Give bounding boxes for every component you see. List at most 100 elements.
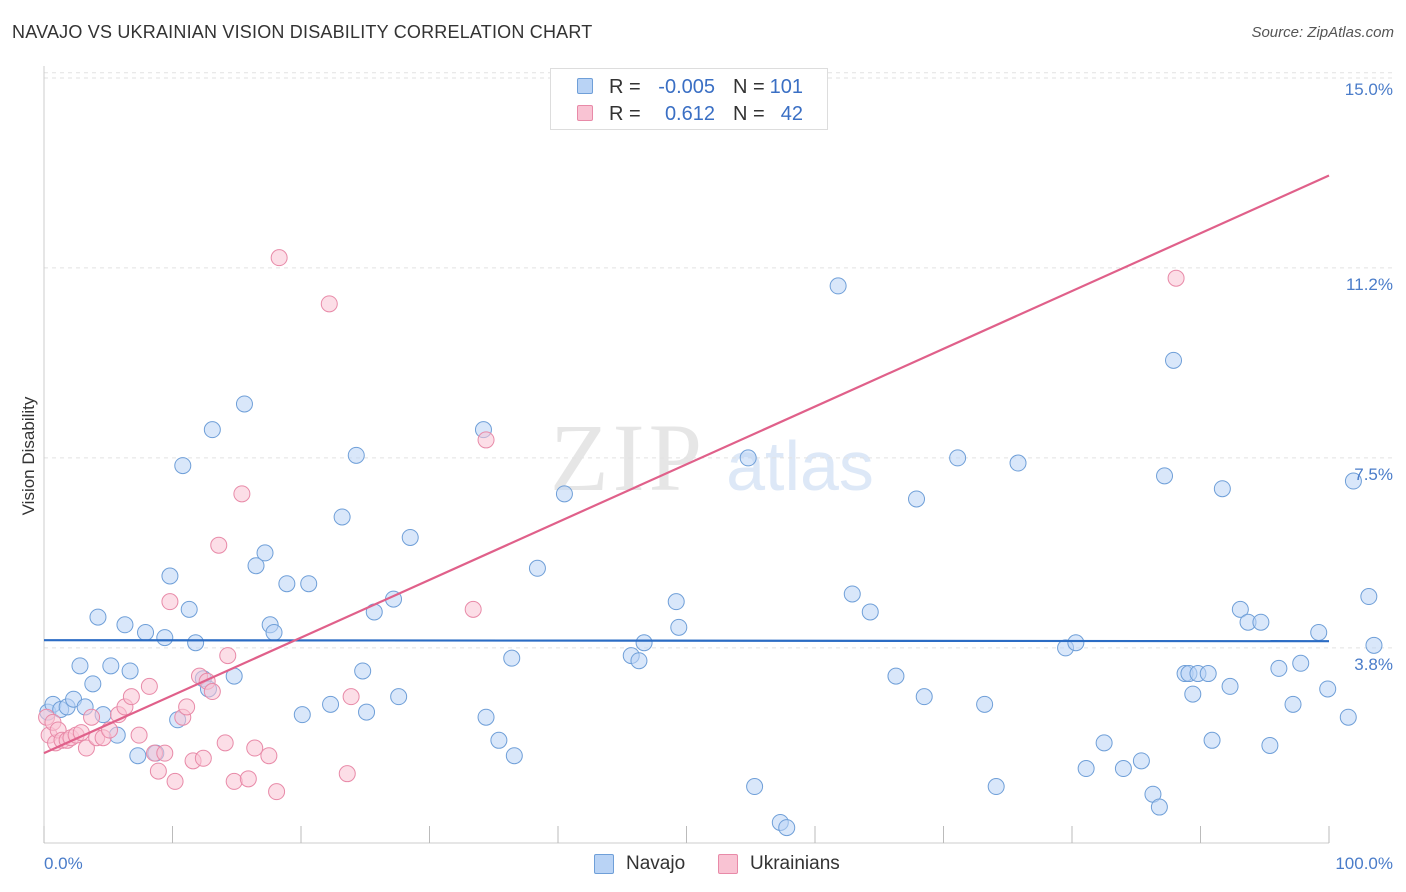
navajo-point-5 bbox=[71, 657, 89, 675]
navajo-point-21 bbox=[180, 600, 198, 618]
ukrainians-point-31 bbox=[203, 683, 221, 701]
ukrainians-point-22 bbox=[156, 744, 174, 762]
navajo-point-25 bbox=[203, 421, 221, 439]
navajo-point-7 bbox=[84, 675, 102, 693]
navajo-point-85 bbox=[1203, 731, 1221, 749]
navajo-point-99 bbox=[1360, 588, 1378, 606]
navajo-point-67 bbox=[976, 695, 994, 713]
navajo-point-96 bbox=[1319, 680, 1337, 698]
ukrainians-point-41 bbox=[320, 295, 338, 313]
navajo-n-label: N = bbox=[733, 76, 765, 98]
navajo-point-75 bbox=[1132, 752, 1150, 770]
navajo-point-66 bbox=[949, 449, 967, 467]
navajo-point-31 bbox=[265, 623, 283, 641]
navajo-point-92 bbox=[1270, 659, 1288, 677]
navajo-point-90 bbox=[1252, 613, 1270, 631]
ukrainians-point-11 bbox=[83, 708, 101, 726]
navajo-point-72 bbox=[1077, 760, 1095, 778]
navajo-point-69 bbox=[1009, 454, 1027, 472]
navajo-point-14 bbox=[129, 747, 147, 765]
navajo-point-79 bbox=[1165, 351, 1183, 369]
y-tick-label-0: 3.8% bbox=[1354, 655, 1393, 674]
navajo-point-52 bbox=[630, 652, 648, 670]
navajo-r-label: R = bbox=[609, 76, 641, 98]
navajo-point-35 bbox=[322, 695, 340, 713]
legend-row-navajo: R = -0.005 N = 101 bbox=[551, 74, 827, 100]
navajo-point-13 bbox=[121, 662, 139, 680]
ukrainians-r-label: R = bbox=[609, 103, 641, 125]
ukrainians-point-34 bbox=[219, 647, 237, 665]
ukrainians-point-18 bbox=[130, 726, 148, 744]
navajo-point-37 bbox=[347, 446, 365, 464]
ukrainians-trend-line bbox=[43, 174, 1330, 755]
navajo-point-39 bbox=[358, 703, 376, 721]
navajo-point-15 bbox=[137, 623, 155, 641]
y-tick-label-2: 11.2% bbox=[1346, 275, 1393, 294]
navajo-point-43 bbox=[401, 528, 419, 546]
ukrainians-point-36 bbox=[233, 485, 251, 503]
navajo-point-74 bbox=[1114, 760, 1132, 778]
navajo-point-45 bbox=[477, 708, 495, 726]
navajo-point-27 bbox=[235, 395, 253, 413]
navajo-point-63 bbox=[887, 667, 905, 685]
ukrainians-point-35 bbox=[225, 772, 243, 790]
navajo-point-42 bbox=[390, 688, 408, 706]
ukrainians-point-19 bbox=[140, 677, 158, 695]
navajo-point-78 bbox=[1156, 467, 1174, 485]
ukrainians-point-21 bbox=[149, 762, 167, 780]
navajo-point-10 bbox=[102, 657, 120, 675]
ukrainians-point-37 bbox=[239, 770, 257, 788]
navajo-point-82 bbox=[1184, 685, 1202, 703]
navajo-point-32 bbox=[278, 575, 296, 593]
navajo-point-61 bbox=[843, 585, 861, 603]
navajo-point-34 bbox=[300, 575, 318, 593]
navajo-legend-swatch bbox=[594, 854, 614, 874]
navajo-legend-label: Navajo bbox=[626, 853, 686, 874]
ukrainians-point-29 bbox=[194, 749, 212, 767]
x-tick-label-0: 0.0% bbox=[44, 854, 83, 873]
source-label: Source: ZipAtlas.com bbox=[1251, 24, 1394, 41]
ukrainians-point-10 bbox=[77, 739, 95, 757]
navajo-point-68 bbox=[987, 778, 1005, 796]
navajo-point-56 bbox=[739, 449, 757, 467]
navajo-point-28 bbox=[247, 557, 265, 575]
ukrainians-point-17 bbox=[122, 688, 140, 706]
navajo-point-20 bbox=[174, 457, 192, 475]
navajo-point-49 bbox=[528, 559, 546, 577]
navajo-point-33 bbox=[293, 706, 311, 724]
navajo-point-48 bbox=[505, 747, 523, 765]
navajo-point-77 bbox=[1150, 798, 1168, 816]
navajo-point-94 bbox=[1292, 654, 1310, 672]
navajo-point-17 bbox=[156, 629, 174, 647]
navajo-trend-line bbox=[43, 639, 1330, 643]
navajo-point-29 bbox=[256, 544, 274, 562]
navajo-point-54 bbox=[667, 593, 685, 611]
navajo-point-57 bbox=[746, 778, 764, 796]
ukrainians-r-value: 0.612 bbox=[664, 103, 715, 125]
navajo-point-46 bbox=[490, 731, 508, 749]
ukrainians-point-43 bbox=[342, 688, 360, 706]
y-tick-label-1: 7.5% bbox=[1354, 465, 1393, 484]
navajo-point-36 bbox=[333, 508, 351, 526]
ukrainians-n-value: 42 bbox=[780, 103, 803, 125]
navajo-point-73 bbox=[1095, 734, 1113, 752]
ukrainians-point-32 bbox=[210, 536, 228, 554]
navajo-point-87 bbox=[1221, 677, 1239, 695]
navajo-point-62 bbox=[861, 603, 879, 621]
ukrainians-point-45 bbox=[477, 431, 495, 449]
navajo-point-18 bbox=[161, 567, 179, 585]
ukrainians-point-39 bbox=[260, 747, 278, 765]
navajo-point-95 bbox=[1310, 623, 1328, 641]
ukrainians-swatch bbox=[577, 105, 593, 121]
ukrainians-n-label: N = bbox=[733, 103, 765, 125]
x-tick-label-1: 100.0% bbox=[1335, 854, 1393, 873]
navajo-point-47 bbox=[503, 649, 521, 667]
navajo-n-value: 101 bbox=[769, 76, 803, 98]
navajo-point-100 bbox=[1365, 636, 1383, 654]
navajo-point-98 bbox=[1344, 472, 1362, 490]
navajo-point-59 bbox=[778, 819, 796, 837]
ukrainians-point-46 bbox=[270, 249, 288, 267]
navajo-point-86 bbox=[1213, 480, 1231, 498]
correlation-legend: R = -0.005 N = 101 R = 0.612 N = 42 bbox=[550, 68, 828, 130]
navajo-point-65 bbox=[915, 688, 933, 706]
